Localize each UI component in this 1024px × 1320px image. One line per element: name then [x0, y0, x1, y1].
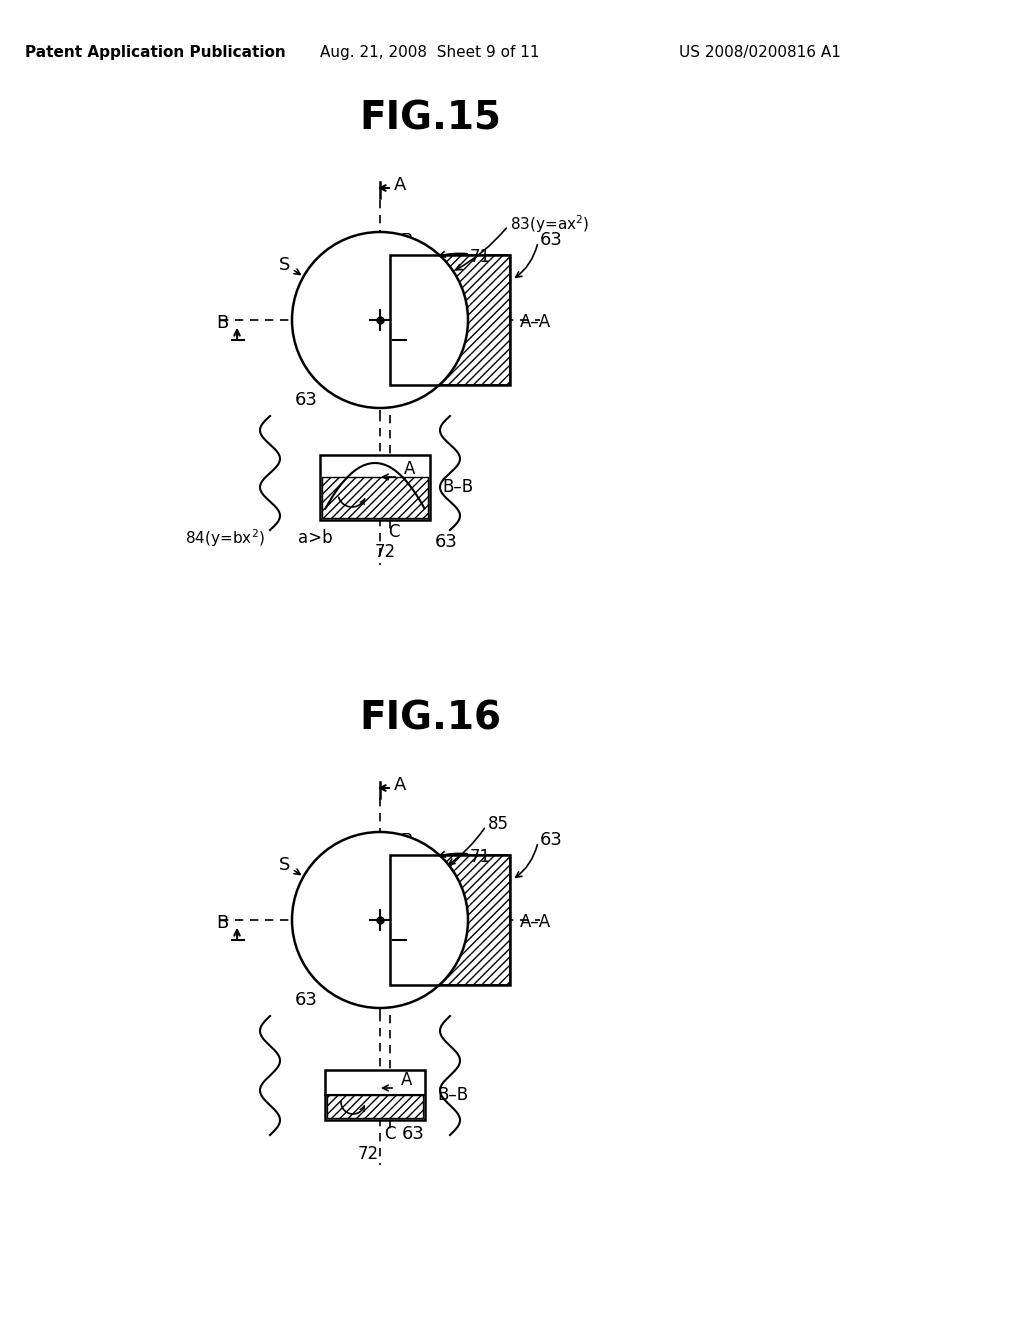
Circle shape	[292, 832, 468, 1008]
Text: A–A: A–A	[520, 913, 551, 931]
Text: C: C	[384, 1125, 395, 1143]
Text: B: B	[216, 913, 228, 932]
Text: US 2008/0200816 A1: US 2008/0200816 A1	[679, 45, 841, 59]
Text: 85: 85	[488, 814, 509, 833]
Text: Patent Application Publication: Patent Application Publication	[25, 45, 286, 59]
Text: 71: 71	[470, 847, 492, 866]
Bar	[327, 1096, 423, 1118]
Text: a>b: a>b	[298, 529, 333, 546]
Text: A: A	[401, 1071, 413, 1089]
Bar	[390, 855, 510, 985]
Text: B: B	[400, 232, 413, 249]
Text: B: B	[400, 832, 413, 850]
Bar	[390, 255, 510, 385]
Text: B–B: B–B	[437, 1086, 468, 1104]
Text: B–B: B–B	[442, 479, 473, 496]
Text: 83(y=ax$^2$): 83(y=ax$^2$)	[510, 213, 590, 235]
Text: 72: 72	[357, 1144, 379, 1163]
Text: A–A: A–A	[520, 313, 551, 331]
Text: Aug. 21, 2008  Sheet 9 of 11: Aug. 21, 2008 Sheet 9 of 11	[321, 45, 540, 59]
Text: 63: 63	[402, 1125, 425, 1143]
Text: A: A	[394, 776, 407, 795]
Text: 84(y=bx$^2$): 84(y=bx$^2$)	[185, 527, 265, 549]
Bar	[325, 1071, 425, 1119]
Bar	[319, 455, 430, 520]
Text: 63: 63	[435, 533, 458, 550]
Text: 72: 72	[375, 543, 395, 561]
Bar	[390, 855, 510, 985]
Text: S: S	[279, 256, 290, 275]
Bar	[322, 477, 428, 517]
Text: B: B	[216, 314, 228, 333]
Text: 63: 63	[295, 391, 317, 409]
Text: FIG.15: FIG.15	[359, 99, 501, 137]
Text: 63: 63	[540, 832, 563, 849]
Text: 63: 63	[540, 231, 563, 249]
Text: FIG.16: FIG.16	[359, 700, 501, 737]
Text: A: A	[404, 459, 416, 478]
Text: 63: 63	[295, 991, 317, 1008]
Text: A: A	[394, 176, 407, 194]
Text: 71: 71	[470, 248, 492, 267]
Text: C: C	[388, 523, 399, 541]
Circle shape	[292, 232, 468, 408]
Text: S: S	[279, 855, 290, 874]
Bar	[390, 255, 510, 385]
